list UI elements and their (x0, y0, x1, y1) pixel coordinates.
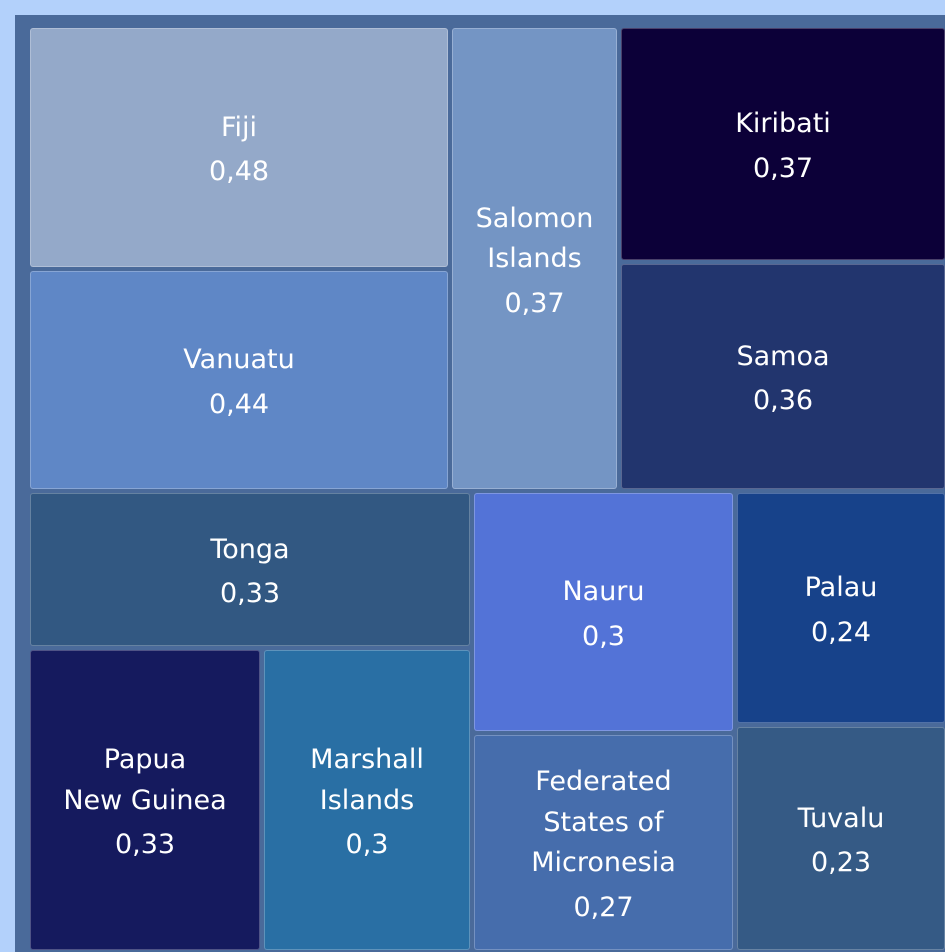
treemap-cell: Samoa 0,36 (621, 264, 945, 489)
cell-label: Nauru (562, 576, 645, 608)
cell-label: Marshall Islands (310, 744, 424, 816)
cell-value: 0,33 (219, 578, 281, 610)
treemap-cell: Nauru 0,3 (474, 493, 733, 731)
treemap-cell: Salomon Islands 0,37 (452, 28, 617, 489)
cell-label: Federated States of Micronesia (531, 766, 676, 879)
treemap-cell: Marshall Islands 0,3 (264, 650, 470, 950)
cell-value: 0,33 (114, 829, 176, 860)
cell-value: 0,37 (752, 152, 814, 184)
cell-label: Tuvalu (797, 802, 885, 834)
cell-label: Kiribati (735, 108, 831, 140)
treemap-cell: Tonga 0,33 (30, 493, 470, 646)
treemap-cell: Fiji 0,48 (30, 28, 448, 267)
cell-label: Tonga (210, 533, 290, 565)
cell-label: Vanuatu (183, 344, 295, 376)
cell-label: Papua New Guinea (63, 744, 227, 816)
cell-value: 0,3 (345, 829, 389, 860)
cell-value: 0,44 (208, 388, 270, 420)
cell-value: 0,48 (208, 156, 270, 188)
treemap-cell: Palau 0,24 (737, 493, 945, 723)
cell-label: Salomon Islands (475, 202, 594, 275)
cell-value: 0,36 (752, 385, 814, 417)
treemap-cell: Federated States of Micronesia 0,27 (474, 735, 733, 950)
cell-value: 0,3 (582, 620, 625, 652)
cell-value: 0,23 (810, 847, 872, 879)
cell-value: 0,37 (504, 287, 565, 319)
cell-label: Palau (804, 572, 878, 604)
cell-label: Samoa (736, 340, 830, 372)
treemap-cell: Vanuatu 0,44 (30, 271, 448, 489)
cell-label: Fiji (220, 111, 258, 143)
cell-value: 0,24 (810, 616, 872, 648)
treemap-cell: Tuvalu 0,23 (737, 727, 945, 950)
cell-value: 0,27 (573, 891, 634, 923)
treemap-cell: Papua New Guinea 0,33 (30, 650, 260, 950)
treemap-cell: Kiribati 0,37 (621, 28, 945, 260)
